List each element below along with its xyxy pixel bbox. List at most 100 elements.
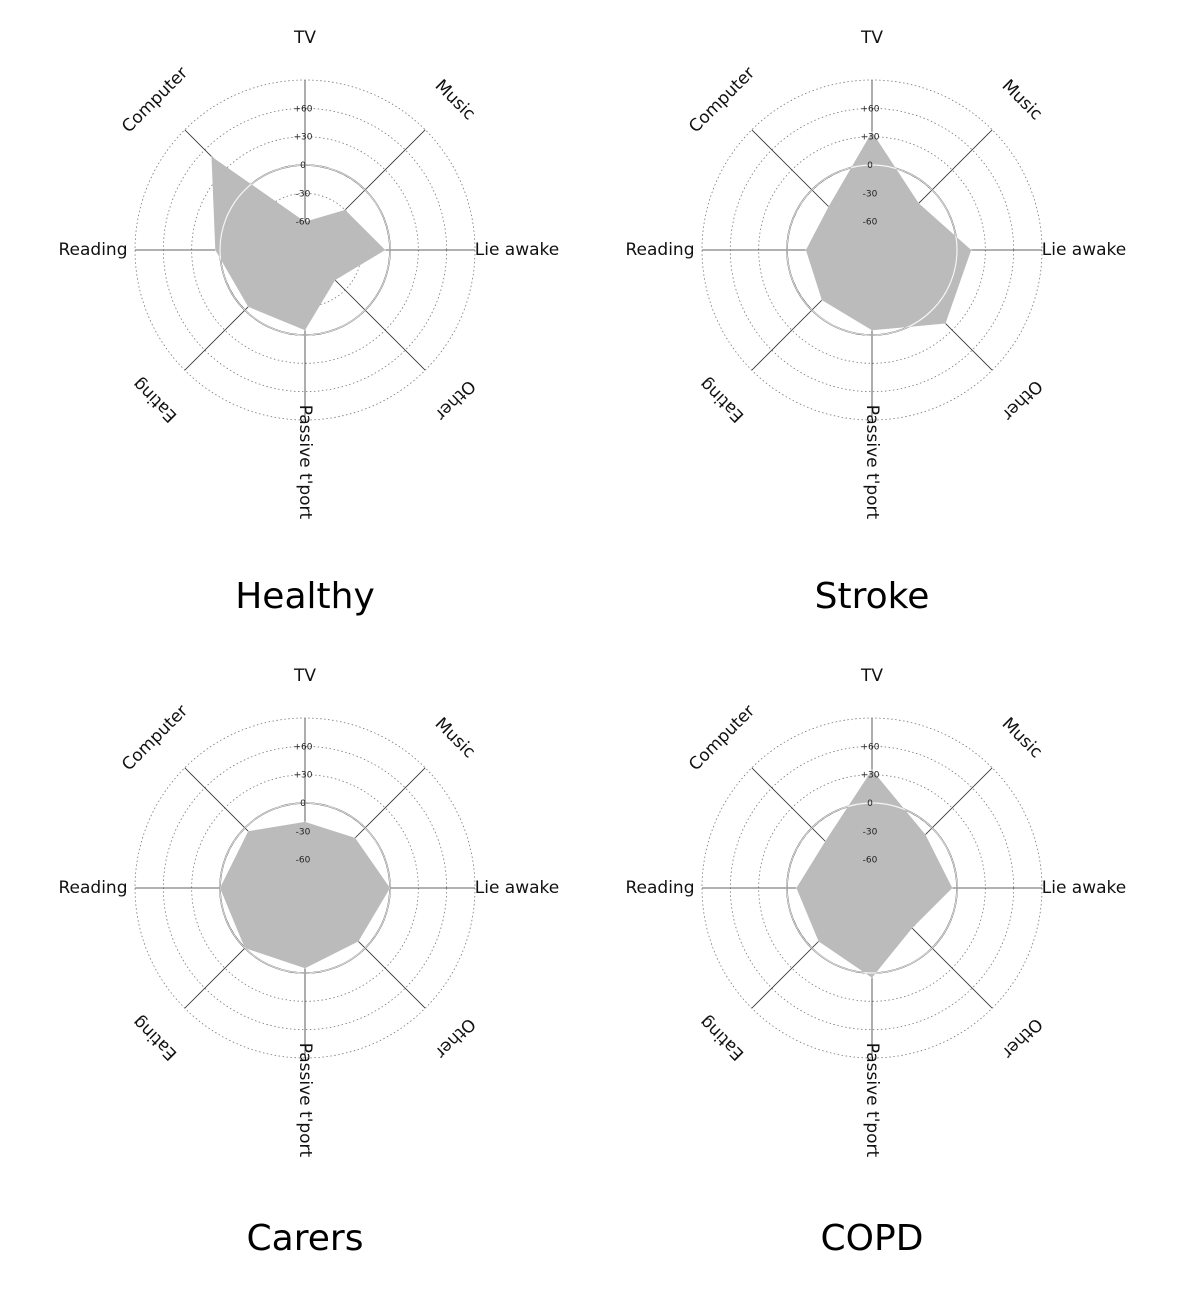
data-point-computer bbox=[824, 840, 826, 842]
data-point-reading bbox=[214, 249, 216, 251]
series-area-copd bbox=[796, 769, 953, 978]
data-point-passive-t-port bbox=[304, 329, 306, 331]
tick-label: +60 bbox=[294, 104, 313, 114]
data-point-reading bbox=[805, 249, 807, 251]
radar-panel-carers: +60 +30 0 -30 -60 TV Music Lie awake Other Passiv… bbox=[58, 666, 559, 1259]
series-area-stroke bbox=[805, 131, 972, 331]
tick-label: 0 bbox=[867, 161, 873, 171]
data-point-passive-t-port bbox=[871, 977, 873, 979]
data-point-lie-awake bbox=[970, 249, 972, 251]
axis-label-computer: Computer bbox=[118, 63, 192, 137]
axis-label-reading: Reading bbox=[625, 240, 694, 260]
data-point-music bbox=[918, 202, 920, 204]
data-point-reading bbox=[795, 887, 797, 889]
axis-label-eating: Eating bbox=[129, 1012, 181, 1064]
tick-label: -60 bbox=[296, 856, 311, 866]
axis-label-lie-awake: Lie awake bbox=[1042, 240, 1127, 260]
tick-label: 0 bbox=[867, 799, 873, 809]
axis-label-music: Music bbox=[998, 76, 1046, 124]
tick-label: +60 bbox=[861, 104, 880, 114]
radar-panel-copd: +60 +30 0 -30 -60 TV Music Lie awake Other Passiv… bbox=[625, 666, 1126, 1259]
axis-label-other: Other bbox=[431, 376, 479, 424]
axis-label-lie-awake: Lie awake bbox=[475, 878, 560, 898]
series-area-healthy bbox=[211, 156, 386, 331]
data-point-computer bbox=[828, 206, 830, 208]
series-area-carers bbox=[220, 821, 390, 969]
radar-panel-stroke: +60 +30 0 -30 -60 TV Music Lie awake Other Passiv… bbox=[625, 28, 1126, 617]
data-point-other bbox=[334, 279, 336, 281]
axis-label-lie-awake: Lie awake bbox=[1042, 878, 1127, 898]
axis-label-passive-t-port: Passive t'port bbox=[862, 405, 882, 520]
data-point-tv bbox=[871, 769, 873, 771]
axis-label-other: Other bbox=[431, 1014, 479, 1062]
data-point-lie-awake bbox=[951, 887, 953, 889]
axis-label-tv: TV bbox=[293, 28, 316, 48]
tick-label: -60 bbox=[863, 856, 878, 866]
data-point-music bbox=[344, 209, 346, 211]
data-point-music bbox=[354, 837, 356, 839]
tick-label: -30 bbox=[863, 189, 878, 199]
data-point-eating bbox=[818, 940, 820, 942]
data-point-other bbox=[945, 323, 946, 324]
axis-label-lie-awake: Lie awake bbox=[475, 240, 560, 260]
axis-label-passive-t-port: Passive t'port bbox=[862, 1043, 882, 1158]
data-point-tv bbox=[304, 821, 306, 823]
panel-title-copd: COPD bbox=[821, 1218, 924, 1259]
tick-label: 0 bbox=[300, 799, 306, 809]
data-point-passive-t-port bbox=[304, 967, 306, 969]
tick-label: +30 bbox=[861, 133, 880, 143]
tick-label: 0 bbox=[300, 161, 306, 171]
data-point-lie-awake bbox=[384, 249, 386, 251]
data-point-reading bbox=[219, 887, 221, 889]
axis-label-computer: Computer bbox=[685, 63, 759, 137]
tick-label: +30 bbox=[294, 771, 313, 781]
data-point-eating bbox=[247, 306, 249, 308]
data-point-other bbox=[357, 940, 359, 942]
axis-label-music: Music bbox=[431, 76, 479, 124]
panel-title-healthy: Healthy bbox=[235, 576, 375, 617]
reference-ring-overlay bbox=[786, 164, 958, 336]
data-point-eating bbox=[244, 947, 246, 949]
tick-label: -30 bbox=[296, 827, 311, 837]
panel-title-stroke: Stroke bbox=[815, 576, 930, 617]
tick-label: -30 bbox=[296, 189, 311, 199]
axis-label-passive-t-port: Passive t'port bbox=[295, 1043, 315, 1158]
axis-label-reading: Reading bbox=[58, 240, 127, 260]
data-point-eating bbox=[821, 299, 823, 301]
axis-label-passive-t-port: Passive t'port bbox=[295, 405, 315, 520]
data-point-tv bbox=[871, 131, 873, 133]
data-point-other bbox=[911, 927, 913, 929]
tick-label: +30 bbox=[294, 133, 313, 143]
data-point-music bbox=[924, 834, 926, 836]
axis-label-music: Music bbox=[431, 714, 479, 762]
tick-label: -60 bbox=[863, 218, 878, 228]
data-point-passive-t-port bbox=[871, 329, 873, 331]
axis-label-eating: Eating bbox=[129, 374, 181, 426]
panel-title-carers: Carers bbox=[247, 1218, 364, 1259]
axis-label-reading: Reading bbox=[58, 878, 127, 898]
axis-label-other: Other bbox=[998, 376, 1046, 424]
data-point-lie-awake bbox=[389, 887, 391, 889]
axis-label-other: Other bbox=[998, 1014, 1046, 1062]
axis-label-music: Music bbox=[998, 714, 1046, 762]
tick-label: +60 bbox=[294, 742, 313, 752]
axis-label-reading: Reading bbox=[625, 878, 694, 898]
axis-label-eating: Eating bbox=[696, 374, 748, 426]
axis-label-eating: Eating bbox=[696, 1012, 748, 1064]
tick-label: +60 bbox=[861, 742, 880, 752]
reference-ring-overlay bbox=[219, 164, 391, 336]
tick-label: +30 bbox=[861, 771, 880, 781]
tick-label: -60 bbox=[296, 218, 311, 228]
axis-label-tv: TV bbox=[860, 666, 883, 686]
tick-label: -30 bbox=[863, 827, 878, 837]
axis-label-computer: Computer bbox=[118, 701, 192, 775]
data-point-tv bbox=[304, 221, 306, 223]
reference-ring-overlay bbox=[786, 802, 958, 974]
data-point-computer bbox=[211, 156, 212, 157]
axis-label-tv: TV bbox=[293, 666, 316, 686]
axis-label-tv: TV bbox=[860, 28, 883, 48]
axis-label-computer: Computer bbox=[685, 701, 759, 775]
data-point-computer bbox=[247, 830, 249, 832]
radar-panel-healthy: +60 +30 0 -30 -60 TV Music Lie awake Other Passiv… bbox=[58, 28, 559, 617]
